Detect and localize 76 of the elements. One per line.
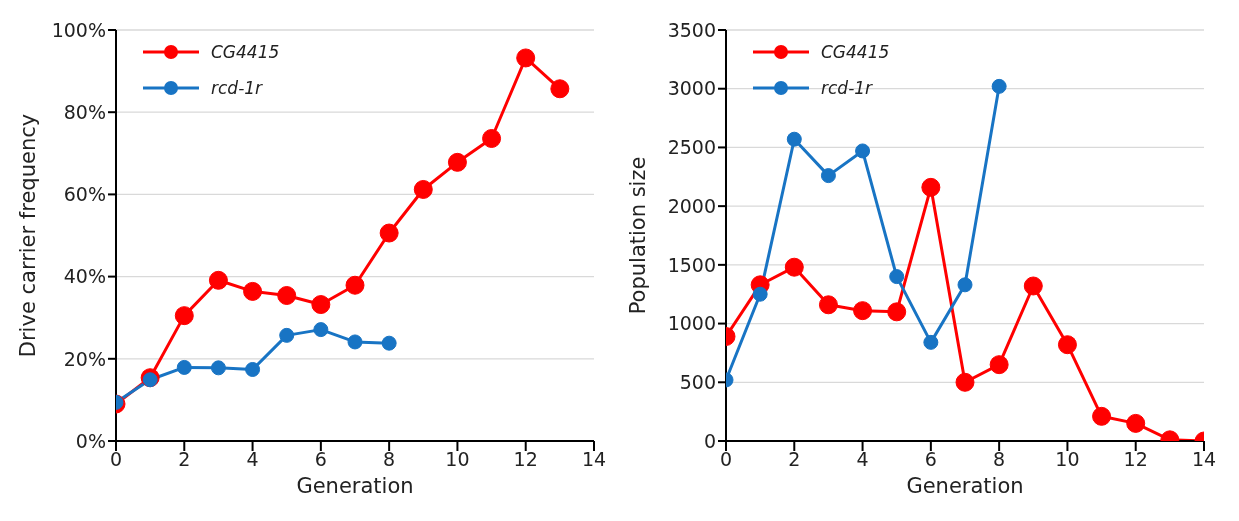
point <box>243 281 263 301</box>
x-tick-label: 14 <box>1191 448 1217 471</box>
x-axis-title: Generation <box>296 474 414 498</box>
legend-label: rcd-1r <box>821 78 873 98</box>
point <box>345 275 365 295</box>
y-tick-label: 0 <box>703 429 716 452</box>
x-tick-label: 8 <box>993 448 1006 471</box>
point <box>279 327 295 343</box>
point <box>447 152 467 172</box>
legend-label: CG4415 <box>821 42 890 62</box>
point <box>174 306 194 326</box>
x-tick-label: 2 <box>178 448 191 471</box>
point <box>786 131 802 147</box>
x-tick-label: 14 <box>581 448 607 471</box>
point <box>311 295 331 315</box>
y-tick-label: 20% <box>63 347 106 370</box>
point <box>991 78 1007 94</box>
x-tick-label: 10 <box>1055 448 1080 471</box>
point <box>176 359 192 375</box>
x-tick-label: 4 <box>856 448 869 471</box>
y-tick-label: 0% <box>75 429 106 452</box>
point <box>381 335 397 351</box>
x-tick-label: 0 <box>719 448 733 471</box>
legend-label: CG4415 <box>211 42 280 62</box>
point <box>1092 406 1112 426</box>
y-tick-label: 60% <box>63 183 106 206</box>
point <box>347 334 363 350</box>
point <box>1023 276 1043 296</box>
y-tick-label: 2000 <box>667 194 716 217</box>
point <box>208 270 228 290</box>
point <box>482 129 502 148</box>
y-tick-label: 100% <box>51 18 106 41</box>
point <box>889 269 905 285</box>
x-tick-label: 12 <box>513 448 538 471</box>
y-tick-label: 40% <box>63 265 106 288</box>
point <box>818 295 838 315</box>
x-tick-label: 10 <box>445 448 470 471</box>
y-tick-label: 80% <box>63 100 106 123</box>
point <box>957 277 973 293</box>
x-axis-title: Generation <box>906 474 1024 498</box>
point <box>955 372 975 392</box>
point <box>855 143 871 159</box>
y-tick-label: 3000 <box>667 77 716 100</box>
point <box>989 355 1009 375</box>
point <box>379 223 399 243</box>
point <box>210 360 226 376</box>
point <box>313 322 329 338</box>
point <box>784 257 804 277</box>
y-tick-label: 3500 <box>667 18 716 41</box>
point <box>413 179 433 199</box>
x-tick-label: 12 <box>1123 448 1148 471</box>
point <box>1126 413 1146 433</box>
y-tick-label: 2500 <box>667 136 716 159</box>
point <box>245 361 261 377</box>
point <box>277 286 297 306</box>
y-tick-label: 1000 <box>667 312 716 335</box>
point <box>887 302 907 322</box>
y-axis-title: Drive carrier frequency <box>16 113 41 358</box>
x-tick-label: 0 <box>109 448 123 471</box>
y-tick-label: 1500 <box>667 253 716 276</box>
x-tick-label: 2 <box>788 448 801 471</box>
point <box>820 168 836 184</box>
point <box>1057 335 1077 355</box>
x-tick-label: 6 <box>924 448 937 471</box>
point <box>921 177 941 197</box>
point <box>752 286 768 302</box>
point <box>516 48 536 68</box>
x-tick-label: 6 <box>314 448 327 471</box>
x-tick-label: 4 <box>246 448 259 471</box>
point <box>923 334 939 350</box>
point <box>550 79 570 99</box>
y-tick-label: 500 <box>679 371 716 394</box>
point <box>853 301 873 321</box>
x-tick-label: 8 <box>383 448 396 471</box>
y-axis-title: Population size <box>626 156 651 315</box>
legend-label: rcd-1r <box>211 78 263 98</box>
